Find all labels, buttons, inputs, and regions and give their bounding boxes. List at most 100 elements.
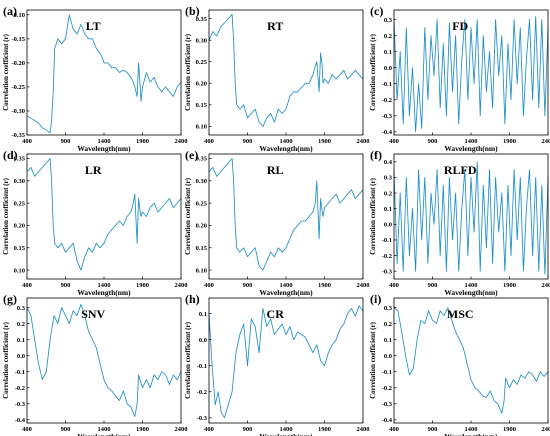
y-tick-label: 0.3 [384,175,393,182]
x-tick-label: 400 [389,282,399,289]
y-tick-label: -0.30 [11,108,25,115]
panel-letter: (g) [3,292,17,306]
x-axis-label: Wavelength(nm) [259,432,313,436]
y-tick-label: -0.1 [197,363,207,370]
x-tick-label: 1900 [503,426,516,433]
y-tick-label: 0.10 [14,267,25,274]
y-tick-label: 0.2 [384,321,392,328]
y-tick-label: 0.3 [17,305,26,312]
y-tick-label: 0.15 [14,245,26,252]
panel-b: 400 900 1400 1900 2400 0.10 0.15 0.20 0.25 0.30 0.… [184,4,370,153]
panel-title: RL [267,163,284,177]
y-tick-label: 0.1 [17,337,25,344]
x-tick-label: 1400 [280,138,293,145]
x-tick-label: 2400 [542,282,550,289]
x-tick-label: 900 [243,426,253,433]
y-tick-label: -0.1 [382,237,392,244]
x-tick-label: 1900 [136,426,149,433]
x-tick-label: 900 [428,138,438,145]
series-line [208,13,364,127]
y-axis-label: Correlation coefficient (r) [2,33,10,111]
panel-d: 400 900 1400 1900 2400 0.10 0.15 0.20 0.25 0.30 0.… [2,148,188,297]
y-tick-label: 0.25 [196,59,208,66]
x-tick-label: 2400 [357,426,370,433]
y-tick-label: 0.0 [384,353,392,360]
panel-letter: (b) [185,4,200,18]
series-line [208,158,364,271]
series-line [208,305,364,419]
y-tick-label: -0.25 [11,84,25,91]
y-tick-label: -0.2 [382,385,392,392]
plot-frame [26,9,182,136]
series-line [26,303,182,418]
panel-f: 400 900 1400 1900 2400 -0.3 -0.2 -0.1 0.0 0.1 0.2 0… [369,148,550,297]
y-axis-label: Correlation coefficient (r) [369,33,377,111]
panel-letter: (c) [370,4,383,18]
y-tick-label: 0.0 [384,222,392,229]
y-tick-label: 0.25 [14,200,26,207]
y-tick-label: 0.20 [196,80,207,87]
y-tick-label: 0.2 [17,321,25,328]
x-tick-label: 1900 [503,282,516,289]
x-tick-label: 1400 [98,138,111,145]
y-tick-label: -0.1 [15,369,25,376]
y-tick-label: 0.10 [196,267,207,274]
y-tick-label: -0.3 [15,401,26,408]
panel-title: RLFD [444,163,477,177]
plot-frame [208,153,364,280]
x-axis-label: Wavelength(nm) [444,144,498,153]
y-tick-label: 0.3 [384,305,393,312]
y-tick-label: 0.20 [14,223,25,230]
panel-letter: (h) [185,292,200,306]
panel-h: 400 900 1400 1900 2400 -0.3 -0.2 -0.1 0.0 0.1 (h) C… [184,292,370,436]
y-tick-label: -0.1 [382,81,392,88]
x-tick-label: 900 [243,138,253,145]
x-tick-label: 1400 [98,426,111,433]
x-tick-label: 900 [61,138,71,145]
series-line [393,307,549,414]
y-tick-label: -0.2 [382,97,392,104]
x-tick-label: 2400 [175,138,188,145]
y-axis-label: Correlation coefficient (r) [2,177,10,255]
y-tick-label: 0.15 [196,245,208,252]
y-tick-label: -0.2 [382,253,392,260]
x-axis-label: Wavelength(nm) [77,144,131,153]
x-tick-label: 2400 [542,138,550,145]
x-tick-label: 400 [204,426,214,433]
x-axis-label: Wavelength(nm) [444,288,498,297]
y-tick-label: 0.0 [384,65,392,72]
x-tick-label: 900 [61,282,71,289]
y-tick-label: -0.15 [11,36,25,43]
x-tick-label: 1400 [280,426,293,433]
panel-title: RT [267,19,283,33]
panel-letter: (e) [185,148,198,162]
series-line [393,161,549,275]
y-tick-label: 0.4 [384,159,393,166]
y-axis-label: Correlation coefficient (r) [2,321,10,399]
x-tick-label: 2400 [357,138,370,145]
panel-letter: (f) [370,148,382,162]
x-tick-label: 400 [204,282,214,289]
y-tick-label: 0.0 [199,337,207,344]
y-axis-label: Correlation coefficient (r) [369,321,377,399]
x-axis-label: Wavelength(nm) [77,288,131,297]
y-tick-label: 0.25 [196,200,208,207]
x-tick-label: 900 [428,282,438,289]
x-tick-label: 1900 [318,282,331,289]
y-tick-label: -0.10 [11,12,25,19]
panel-title: FD [452,19,468,33]
panel-title: SNV [81,307,105,321]
x-tick-label: 1900 [136,138,149,145]
panel-i: 400 900 1400 1900 2400 -0.4 -0.3 -0.2 -0.1 0.0 0.1… [369,292,550,436]
y-tick-label: -0.2 [15,385,25,392]
x-tick-label: 2400 [542,426,550,433]
x-axis-label: Wavelength(nm) [259,288,313,297]
y-tick-label: 0.35 [196,16,208,23]
y-axis-label: Correlation coefficient (r) [184,321,192,399]
x-axis-label: Wavelength(nm) [259,144,313,153]
x-tick-label: 1400 [98,282,111,289]
y-tick-label: -0.2 [197,389,207,396]
panel-letter: (a) [3,4,17,18]
x-tick-label: 400 [389,138,399,145]
panel-letter: (d) [3,148,18,162]
